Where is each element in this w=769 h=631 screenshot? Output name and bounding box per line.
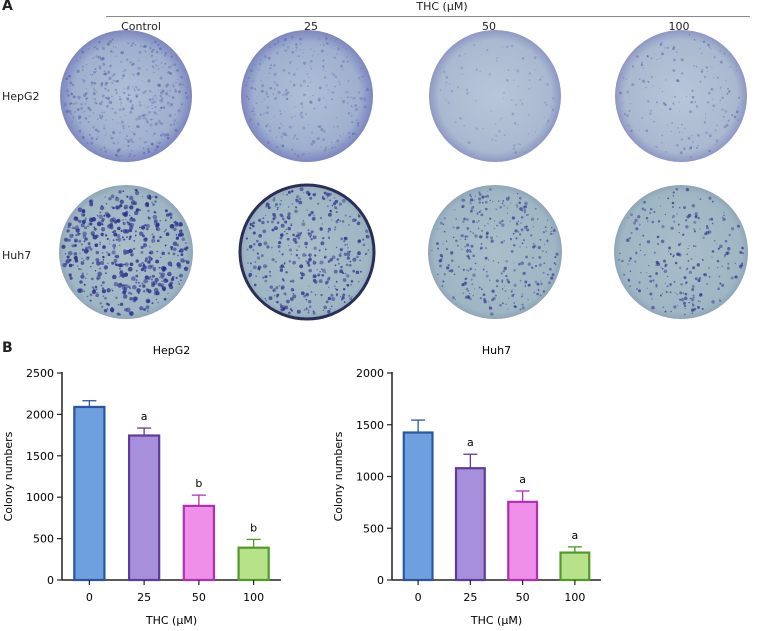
bar-25 [454, 467, 486, 582]
x-tick-label: 50 [516, 591, 530, 604]
dish-huh7-25 [238, 183, 376, 321]
bar-chart-hepg2: HepG2 0 500 1000 1500 2000 2500 Colony numbers 0… [2, 344, 281, 627]
x-axis-label: THC (μM) [145, 614, 197, 627]
y-tick-label: 500 [33, 533, 54, 546]
dish-hepg2-50 [429, 30, 561, 162]
y-tick-label: 2500 [26, 367, 54, 380]
bar-chart-huh7: Huh7 0 500 1000 1500 2000 Colony numbers 0 a 25 a 5… [332, 344, 601, 627]
y-tick-label: 1000 [26, 491, 54, 504]
bar-100 [237, 546, 270, 582]
row-label-hepg2: HepG2 [2, 90, 40, 103]
dish-hepg2-control [60, 30, 192, 162]
dish-huh7-100 [614, 185, 748, 319]
chart-title: HepG2 [153, 344, 191, 357]
y-tick-label: 1500 [356, 419, 384, 432]
y-tick-label: 2000 [356, 367, 384, 380]
dish-hepg2-100 [615, 30, 747, 162]
dish-huh7-50 [428, 185, 562, 319]
header-rule [106, 16, 750, 17]
significance-label: a [141, 410, 148, 423]
col-label-control: Control [121, 20, 161, 33]
significance-label: b [250, 521, 257, 534]
panel-b-label: B [2, 340, 13, 356]
x-tick-label: 100 [564, 591, 585, 604]
x-tick-label: 25 [463, 591, 477, 604]
x-axis-label: THC (μM) [470, 614, 522, 627]
dish-hepg2-25 [241, 30, 373, 162]
y-axis-label: Colony numbers [332, 431, 345, 521]
significance-label: a [467, 436, 474, 449]
y-tick-label: 1000 [356, 471, 384, 484]
dish-huh7-control [59, 185, 193, 319]
y-tick-label: 2000 [26, 408, 54, 421]
bar-25 [127, 434, 161, 582]
significance-label: b [195, 477, 202, 490]
y-tick-label: 0 [377, 574, 384, 587]
thc-header: THC (μM) [416, 0, 468, 13]
significance-label: a [572, 529, 579, 542]
x-tick-label: 50 [192, 591, 206, 604]
bar-100 [559, 551, 591, 582]
panel-a-label: A [2, 0, 13, 14]
row-label-huh7: Huh7 [2, 249, 32, 262]
bar-50 [182, 504, 216, 582]
chart-title: Huh7 [482, 344, 511, 357]
bar-0 [402, 431, 434, 582]
colony-dishes [59, 30, 748, 321]
col-label-100: 100 [668, 20, 690, 33]
col-label-50: 50 [482, 20, 496, 33]
significance-label: a [519, 473, 526, 486]
bar-0 [73, 405, 106, 582]
y-tick-label: 500 [363, 522, 384, 535]
y-axis-label: Colony numbers [2, 431, 15, 521]
x-tick-label: 0 [86, 591, 93, 604]
y-tick-label: 1500 [26, 450, 54, 463]
x-tick-label: 25 [137, 591, 151, 604]
y-tick-label: 0 [47, 574, 54, 587]
x-tick-label: 0 [415, 591, 422, 604]
x-tick-label: 100 [243, 591, 264, 604]
col-label-25: 25 [304, 20, 318, 33]
bar-50 [507, 500, 539, 582]
